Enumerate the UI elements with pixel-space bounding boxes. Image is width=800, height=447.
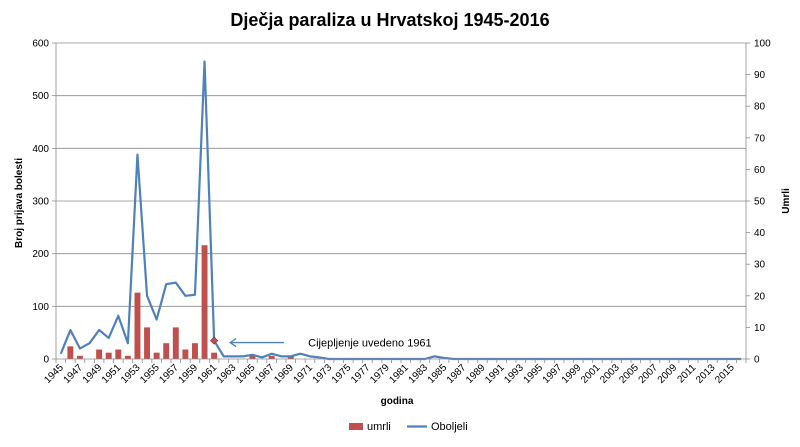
y2-tick-label: 80 bbox=[754, 102, 766, 113]
bar-umrli bbox=[144, 327, 151, 359]
bar-umrli bbox=[134, 292, 141, 359]
chart-title: Dječja paraliza u Hrvatskoj 1945-2016 bbox=[230, 10, 549, 30]
y-tick-label: 0 bbox=[43, 355, 49, 366]
grid bbox=[56, 42, 746, 307]
y-tick-label: 500 bbox=[32, 91, 49, 102]
bar-umrli bbox=[115, 349, 122, 359]
y2-tick-label: 60 bbox=[754, 165, 766, 176]
legend: umrli Oboljeli bbox=[349, 421, 468, 433]
y2-tick-label: 20 bbox=[754, 291, 766, 302]
y2-axis-title: Umrli bbox=[781, 188, 792, 214]
y2-tick-label: 10 bbox=[754, 323, 766, 334]
bar-umrli bbox=[153, 352, 160, 359]
y-tick-label: 400 bbox=[32, 144, 49, 155]
y-tick-label: 300 bbox=[32, 197, 49, 208]
bar-umrli bbox=[105, 352, 112, 359]
bar-umrli bbox=[96, 349, 103, 359]
y2-tick-label: 0 bbox=[754, 355, 760, 366]
legend-label-oboljeli: Oboljeli bbox=[431, 421, 468, 433]
y-tick-label: 600 bbox=[32, 39, 49, 50]
left-axis-ticks: 0 100 200 300 400 500 600 bbox=[32, 39, 56, 366]
bar-umrli bbox=[201, 245, 208, 359]
bar-umrli bbox=[249, 355, 256, 359]
annotation: Cijepljenje uvedeno 1961 bbox=[210, 336, 432, 350]
legend-label-umrli: umrli bbox=[367, 421, 391, 433]
bar-umrli bbox=[172, 327, 179, 359]
annotation-text: Cijepljenje uvedeno 1961 bbox=[308, 338, 432, 350]
bar-umrli bbox=[191, 343, 198, 359]
annotation-arrow-head bbox=[228, 338, 237, 348]
legend-swatch-umrli bbox=[349, 423, 363, 430]
bar-umrli bbox=[67, 346, 74, 359]
bar-umrli bbox=[124, 355, 131, 359]
bar-umrli bbox=[182, 349, 189, 359]
bar-umrli bbox=[268, 355, 275, 359]
y-tick-label: 100 bbox=[32, 302, 49, 313]
y2-tick-label: 30 bbox=[754, 260, 766, 271]
y-axis-title: Broj prijava bolesti bbox=[14, 158, 25, 248]
bar-series bbox=[67, 245, 294, 359]
y2-tick-label: 70 bbox=[754, 133, 766, 144]
annotation-marker bbox=[210, 336, 219, 345]
y2-tick-label: 90 bbox=[754, 70, 766, 81]
y2-tick-label: 50 bbox=[754, 197, 766, 208]
bar-umrli bbox=[211, 352, 218, 359]
bar-umrli bbox=[76, 355, 83, 359]
bar-umrli bbox=[163, 343, 170, 359]
y2-tick-label: 100 bbox=[754, 39, 771, 50]
y2-tick-label: 40 bbox=[754, 228, 766, 239]
y-tick-label: 200 bbox=[32, 249, 49, 260]
right-axis-ticks: 0 10 20 30 40 50 60 70 80 90 100 bbox=[746, 39, 771, 366]
x-axis-title: godina bbox=[381, 396, 414, 407]
